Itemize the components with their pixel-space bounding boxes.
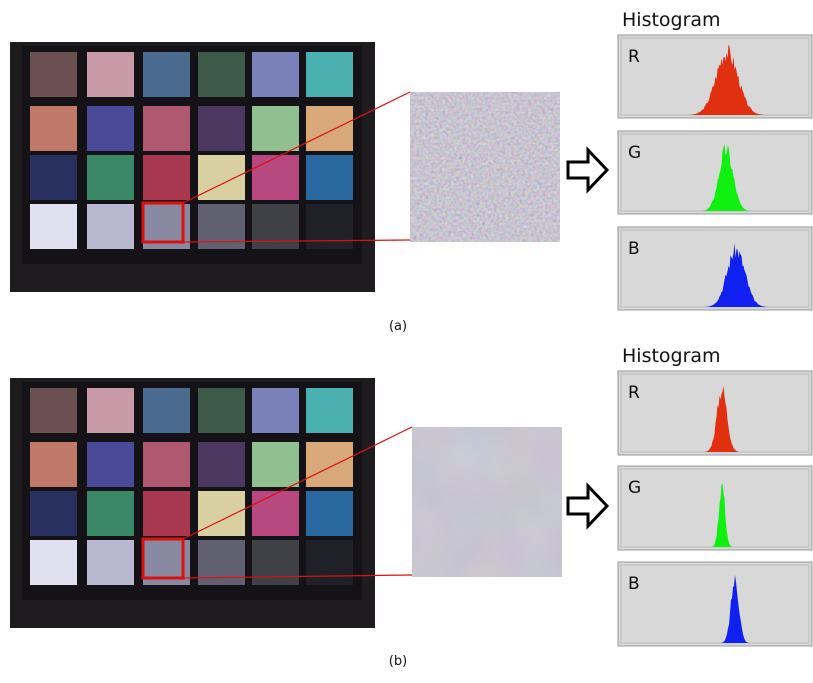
color-patch xyxy=(143,52,190,97)
zoom-view xyxy=(410,92,560,242)
color-patch xyxy=(143,106,190,151)
color-patch xyxy=(30,204,77,249)
color-patch xyxy=(87,388,134,433)
histogram-title: Histogram xyxy=(622,345,721,367)
histogram-box xyxy=(618,466,812,550)
color-patch xyxy=(252,491,299,536)
color-patch xyxy=(87,540,134,585)
color-patch xyxy=(30,491,77,536)
figure: Histogram R G B (a) Histogram R G B (b) xyxy=(0,0,813,683)
color-patch xyxy=(198,491,245,536)
color-patch xyxy=(87,52,134,97)
color-patch xyxy=(30,106,77,151)
color-patch xyxy=(306,155,353,200)
color-patch xyxy=(143,442,190,487)
color-patch xyxy=(198,442,245,487)
color-patch xyxy=(306,540,353,585)
color-patch xyxy=(30,155,77,200)
color-patch xyxy=(252,388,299,433)
color-patch xyxy=(143,388,190,433)
color-patch xyxy=(30,52,77,97)
histogram-box xyxy=(618,227,812,310)
color-patch xyxy=(198,155,245,200)
color-patch xyxy=(87,106,134,151)
panel-label: (a) xyxy=(389,319,407,334)
color-patch xyxy=(30,442,77,487)
color-patch xyxy=(252,106,299,151)
color-patch xyxy=(252,442,299,487)
color-patch xyxy=(87,491,134,536)
color-patch xyxy=(252,52,299,97)
color-patch xyxy=(143,155,190,200)
color-patch xyxy=(30,388,77,433)
color-patch xyxy=(306,106,353,151)
color-patch xyxy=(252,204,299,249)
color-patch xyxy=(198,388,245,433)
color-patch xyxy=(198,106,245,151)
color-patch xyxy=(143,491,190,536)
channel-label: G xyxy=(628,478,641,498)
zoom-view xyxy=(412,427,562,577)
color-patch xyxy=(87,204,134,249)
channel-label: G xyxy=(628,143,641,163)
color-patch xyxy=(306,52,353,97)
channel-label: B xyxy=(628,574,640,594)
panel xyxy=(10,42,607,292)
histogram-title: Histogram xyxy=(622,9,721,31)
channel-label: R xyxy=(628,47,640,67)
panel-label: (b) xyxy=(389,654,407,669)
color-patch xyxy=(87,442,134,487)
color-patch xyxy=(306,491,353,536)
panel xyxy=(10,378,607,628)
color-patch xyxy=(252,540,299,585)
color-patch xyxy=(87,155,134,200)
histogram-box xyxy=(618,562,812,646)
color-patch xyxy=(198,52,245,97)
color-patch xyxy=(306,204,353,249)
color-patch xyxy=(30,540,77,585)
channel-label: B xyxy=(628,239,640,259)
arrow xyxy=(568,486,607,526)
arrow xyxy=(568,150,607,190)
color-patch xyxy=(252,155,299,200)
color-patch xyxy=(306,388,353,433)
channel-label: R xyxy=(628,383,640,403)
color-patch xyxy=(306,442,353,487)
